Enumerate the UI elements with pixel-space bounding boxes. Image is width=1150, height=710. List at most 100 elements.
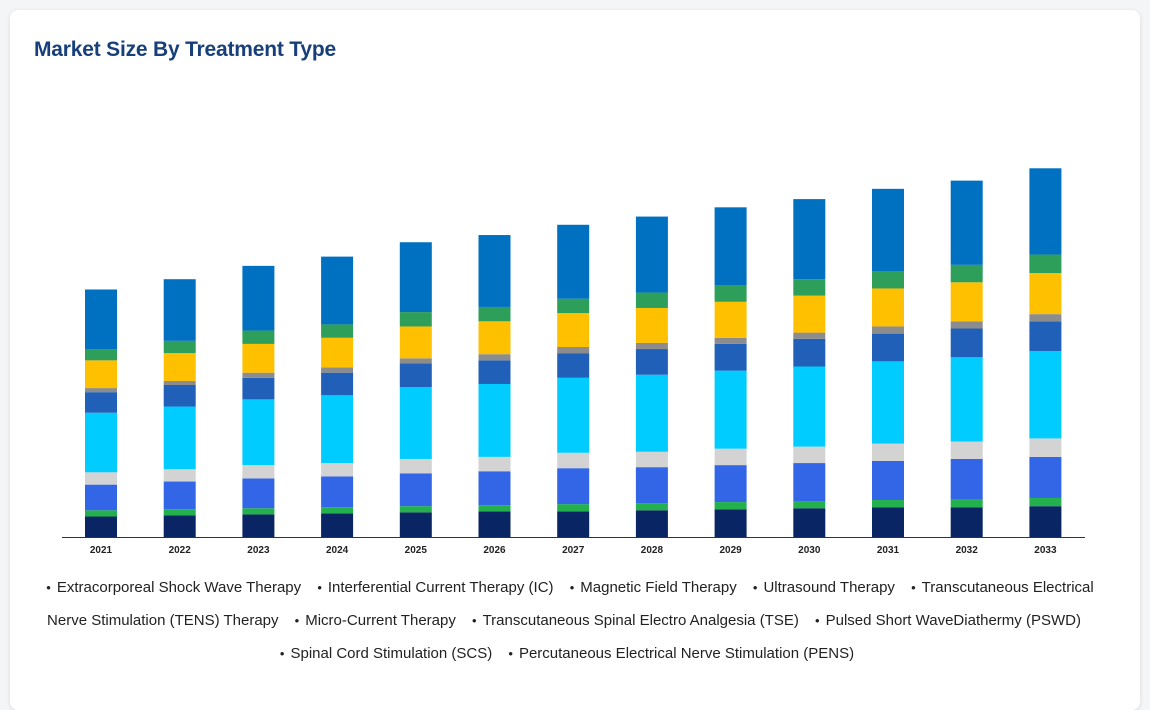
bar-segment-2025-1	[399, 512, 432, 537]
bar-segment-2027-6	[557, 353, 590, 378]
bar-segment-2026-7	[478, 354, 511, 361]
bar-segment-2027-7	[557, 347, 590, 354]
bar-segment-2024-8	[321, 337, 354, 368]
x-tick-label: 2023	[247, 545, 270, 556]
legend-item: Spinal Cord Stimulation (SCS)	[280, 645, 492, 662]
bar-segment-2031-10	[872, 188, 904, 271]
bar-segment-2026-2	[478, 505, 511, 512]
bar-segment-2032-10	[950, 180, 983, 265]
bar-segment-2028-1	[635, 510, 668, 537]
bar-segment-2021-5	[85, 412, 117, 473]
bar-segment-2025-6	[399, 363, 432, 388]
legend-item: Extracorporeal Shock Wave Therapy	[46, 579, 301, 596]
bar-segment-2025-8	[399, 326, 432, 359]
bar-segment-2029-10	[714, 207, 747, 286]
bar-segment-2027-9	[557, 298, 590, 314]
bar-segment-2026-1	[478, 511, 511, 537]
bar-segment-2028-2	[635, 503, 668, 511]
bar-segment-2022-7	[163, 380, 196, 385]
bar-segment-2033-5	[1029, 351, 1062, 439]
legend-item: Transcutaneous Spinal Electro Analgesia …	[472, 612, 799, 629]
bar-segment-2025-9	[399, 312, 432, 327]
bar-segment-2032-8	[950, 282, 983, 322]
bar-segment-2028-6	[635, 349, 668, 375]
x-tick-label: 2022	[169, 545, 192, 556]
legend-item: Micro-Current Therapy	[295, 612, 456, 629]
bar-segment-2030-7	[793, 332, 826, 339]
bar-segment-2029-2	[714, 502, 747, 510]
bar-segment-2030-3	[793, 463, 826, 502]
bar-segment-2022-10	[163, 279, 196, 341]
stacked-bar-chart: 2021 2022 2023 2024 2025 2026 2027 2028 2029 2030…	[62, 168, 1085, 556]
bar-segment-2030-6	[793, 338, 826, 367]
x-tick-label: 2033	[1034, 545, 1057, 556]
bar-segment-2025-10	[399, 242, 432, 313]
bar-segment-2031-4	[872, 443, 904, 461]
bar-segment-2023-2	[242, 508, 275, 515]
bar-segment-2027-10	[557, 224, 590, 299]
bar-segment-2028-8	[635, 307, 668, 343]
bar-segment-2025-3	[399, 473, 432, 507]
bar-segment-2031-6	[872, 333, 904, 362]
bar-segment-2022-3	[163, 481, 196, 510]
bar-segment-2023-1	[242, 514, 275, 537]
bar-segment-2025-2	[399, 506, 432, 513]
x-tick-label: 2032	[956, 545, 979, 556]
bar-segment-2024-2	[321, 507, 354, 514]
bar-segment-2024-10	[321, 256, 354, 325]
bar-segment-2030-9	[793, 279, 826, 296]
bar-segment-2033-4	[1029, 438, 1062, 457]
bar-segment-2021-8	[85, 360, 117, 389]
bar-segment-2029-6	[714, 343, 747, 371]
bar-segment-2029-9	[714, 285, 747, 302]
bar-segment-2026-10	[478, 235, 511, 307]
bar-segment-2022-1	[163, 515, 196, 537]
legend-item: Interferential Current Therapy (IC)	[317, 579, 553, 596]
bar-segment-2031-8	[872, 288, 904, 327]
bar-segment-2031-5	[872, 361, 904, 444]
x-tick-label: 2030	[798, 545, 821, 556]
bar-segment-2028-9	[635, 292, 668, 308]
bar-segment-2031-1	[872, 507, 904, 537]
bar-segment-2021-3	[85, 484, 117, 511]
bar-segment-2021-1	[85, 516, 117, 537]
bar-segment-2023-7	[242, 372, 275, 378]
bar-segment-2029-8	[714, 301, 747, 338]
bar-segment-2024-9	[321, 324, 354, 338]
bar-segment-2026-4	[478, 456, 511, 472]
x-tick-label: 2028	[641, 545, 664, 556]
x-tick-label: 2021	[90, 545, 113, 556]
bar-segment-2023-8	[242, 343, 275, 373]
bar-segment-2032-2	[950, 499, 983, 508]
legend-item: Pulsed Short WaveDiathermy (PSWD)	[815, 612, 1081, 629]
bar-segment-2033-9	[1029, 254, 1062, 274]
bar-segment-2033-1	[1029, 506, 1062, 537]
bar-segment-2024-1	[321, 513, 354, 537]
x-tick-label: 2031	[877, 545, 900, 556]
bar-segment-2021-4	[85, 472, 117, 485]
bar-segment-2024-3	[321, 476, 354, 508]
bar-segment-2029-1	[714, 509, 747, 537]
x-tick-label: 2024	[326, 545, 349, 556]
bar-segment-2022-5	[163, 406, 196, 470]
bar-segment-2033-2	[1029, 497, 1062, 507]
bar-segment-2032-6	[950, 328, 983, 358]
bar-segment-2030-4	[793, 446, 826, 464]
bar-segment-2028-5	[635, 374, 668, 452]
bar-segment-2033-7	[1029, 314, 1062, 322]
bar-segment-2026-6	[478, 360, 511, 384]
bar-segment-2028-3	[635, 467, 668, 504]
chart-legend: Extracorporeal Shock Wave Therapy Interf…	[22, 571, 1112, 670]
legend-item: Magnetic Field Therapy	[570, 579, 737, 596]
bar-segment-2033-8	[1029, 273, 1062, 315]
bar-segment-2027-1	[557, 511, 590, 537]
bar-segment-2028-10	[635, 216, 668, 293]
bar-segment-2025-4	[399, 458, 432, 474]
bar-segment-2022-2	[163, 509, 196, 516]
bar-segment-2033-3	[1029, 456, 1062, 498]
bar-segment-2023-5	[242, 399, 275, 466]
bar-segment-2021-10	[85, 289, 117, 350]
bar-segment-2026-8	[478, 321, 511, 355]
bar-segment-2022-6	[163, 385, 196, 407]
bar-segment-2026-5	[478, 383, 511, 457]
